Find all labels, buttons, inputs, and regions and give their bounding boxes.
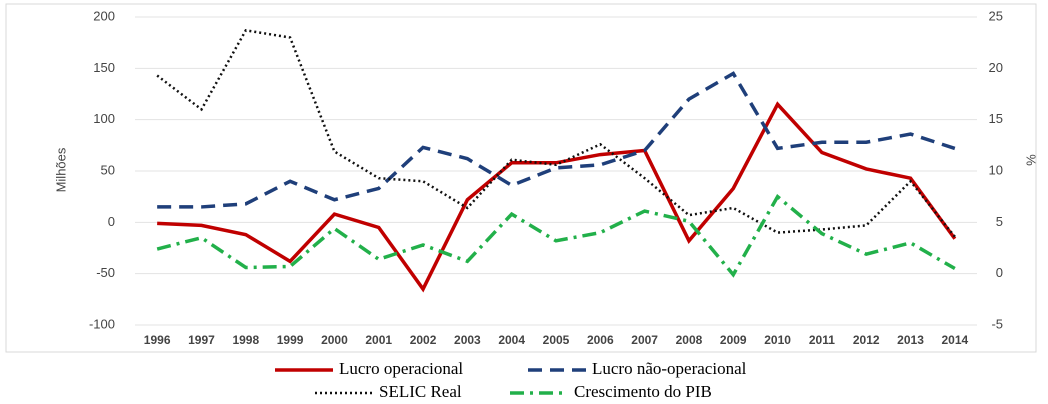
x-tick-label: 2009 xyxy=(720,333,747,347)
x-tick-label: 2014 xyxy=(941,333,968,347)
y2-tick-label: 25 xyxy=(989,8,1003,23)
x-tick-label: 2006 xyxy=(587,333,614,347)
x-tick-label: 2000 xyxy=(321,333,348,347)
x-tick-label: 1996 xyxy=(144,333,171,347)
x-tick-label: 1997 xyxy=(188,333,215,347)
series-line xyxy=(157,101,957,293)
legend-label: Crescimento do PIB xyxy=(574,382,712,401)
x-tick-label: 2001 xyxy=(365,333,392,347)
y2-tick-label: 10 xyxy=(989,162,1003,177)
legend-label: Lucro operacional xyxy=(339,359,463,378)
y2-tick-label: 5 xyxy=(996,214,1003,229)
x-tick-label: 2003 xyxy=(454,333,481,347)
chart-frame xyxy=(5,3,1037,353)
y2-tick-label: -5 xyxy=(991,316,1003,331)
y-axis-label: Milhões xyxy=(53,147,68,192)
y-tick-label: 200 xyxy=(93,8,115,23)
series-line xyxy=(156,193,956,278)
x-tick-label: 2007 xyxy=(631,333,658,347)
x-tick-label: 2011 xyxy=(809,333,835,347)
x-tick-label: 2012 xyxy=(853,333,880,347)
legend-label: SELIC Real xyxy=(379,382,462,401)
x-tick-label: 2005 xyxy=(543,333,570,347)
y-tick-label: -100 xyxy=(89,316,115,331)
x-tick-label: 1999 xyxy=(277,333,304,347)
y-tick-label: 150 xyxy=(93,60,115,75)
y2-tick-label: 15 xyxy=(989,111,1003,126)
y-tick-label: -50 xyxy=(96,265,115,280)
x-tick-label: 2004 xyxy=(498,333,525,347)
x-tick-label: 1998 xyxy=(232,333,259,347)
series-line xyxy=(156,28,956,238)
x-tick-label: 2008 xyxy=(676,333,703,347)
y2-axis-label: % xyxy=(1024,154,1039,166)
y-tick-label: 100 xyxy=(93,111,115,126)
y-tick-label: 0 xyxy=(108,214,115,229)
y-tick-label: 50 xyxy=(101,162,115,177)
x-tick-label: 2002 xyxy=(410,333,437,347)
y2-tick-label: 0 xyxy=(996,265,1003,280)
series-line xyxy=(157,71,956,209)
y2-tick-label: 20 xyxy=(989,60,1003,75)
x-tick-label: 2013 xyxy=(897,333,924,347)
legend-label: Lucro não-operacional xyxy=(592,359,747,378)
x-tick-label: 2010 xyxy=(764,333,791,347)
